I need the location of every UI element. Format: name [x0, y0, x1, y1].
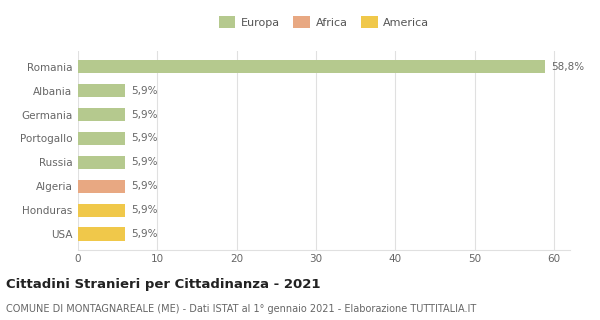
Text: Cittadini Stranieri per Cittadinanza - 2021: Cittadini Stranieri per Cittadinanza - 2…	[6, 278, 320, 292]
Text: COMUNE DI MONTAGNAREALE (ME) - Dati ISTAT al 1° gennaio 2021 - Elaborazione TUTT: COMUNE DI MONTAGNAREALE (ME) - Dati ISTA…	[6, 304, 476, 314]
Text: 5,9%: 5,9%	[131, 205, 158, 215]
Text: 5,9%: 5,9%	[131, 109, 158, 120]
Bar	[78, 180, 125, 193]
Text: 5,9%: 5,9%	[131, 157, 158, 167]
Bar	[78, 132, 125, 145]
Text: 5,9%: 5,9%	[131, 86, 158, 96]
Bar	[78, 204, 125, 217]
Text: 5,9%: 5,9%	[131, 229, 158, 239]
Legend: Europa, Africa, America: Europa, Africa, America	[215, 13, 433, 31]
Bar	[78, 228, 125, 241]
Text: 5,9%: 5,9%	[131, 133, 158, 143]
Bar	[78, 156, 125, 169]
Text: 5,9%: 5,9%	[131, 181, 158, 191]
Bar	[78, 60, 545, 73]
Bar	[78, 108, 125, 121]
Text: 58,8%: 58,8%	[551, 62, 584, 72]
Bar	[78, 84, 125, 97]
